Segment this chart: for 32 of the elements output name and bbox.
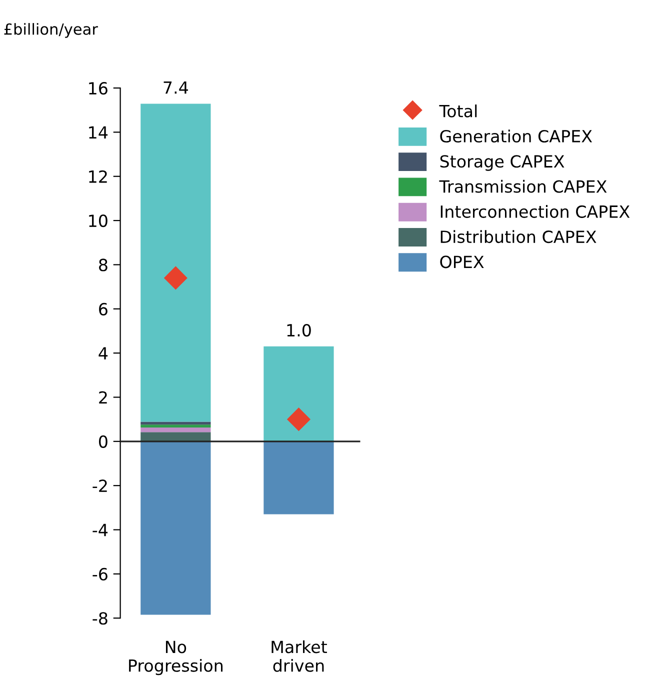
y-tick-label: -2 (92, 480, 107, 492)
x-tick-label: No Progression (129, 640, 223, 676)
y-tick-label: -6 (92, 568, 108, 580)
bar (140, 104, 211, 422)
y-tick-label: 16 (89, 82, 108, 95)
y-tick-label: 6 (99, 302, 108, 316)
bar (140, 422, 211, 425)
legend-label: Total (439, 104, 477, 118)
y-tick-label: 2 (99, 391, 107, 404)
legend-label: OPEX (440, 256, 484, 268)
bar (140, 424, 211, 428)
y-axis-title: £billion/year (4, 23, 98, 38)
y-tick-label: 0 (98, 435, 108, 448)
bar (264, 441, 334, 514)
bar (140, 427, 211, 432)
bar (264, 346, 334, 442)
legend-label: Interconnection CAPEX (440, 205, 630, 218)
y-tick-label: -8 (92, 612, 108, 625)
legend-label: Generation CAPEX (440, 130, 592, 143)
legend-label: Distribution CAPEX (440, 230, 596, 244)
total-label: 7.4 (164, 81, 188, 94)
x-tick-label: Market driven (272, 640, 327, 672)
y-tick-label: 10 (89, 214, 108, 228)
y-tick-label: 4 (98, 347, 108, 360)
y-tick-label: 14 (89, 126, 108, 139)
legend-label: Transmission CAPEX (439, 180, 607, 193)
bar (140, 441, 211, 615)
total-label: 1.0 (287, 324, 311, 337)
y-tick-label: 8 (99, 258, 108, 272)
y-tick-label: 12 (89, 170, 107, 183)
y-tick-label: -4 (92, 524, 108, 536)
legend-label: Storage CAPEX (440, 155, 564, 171)
